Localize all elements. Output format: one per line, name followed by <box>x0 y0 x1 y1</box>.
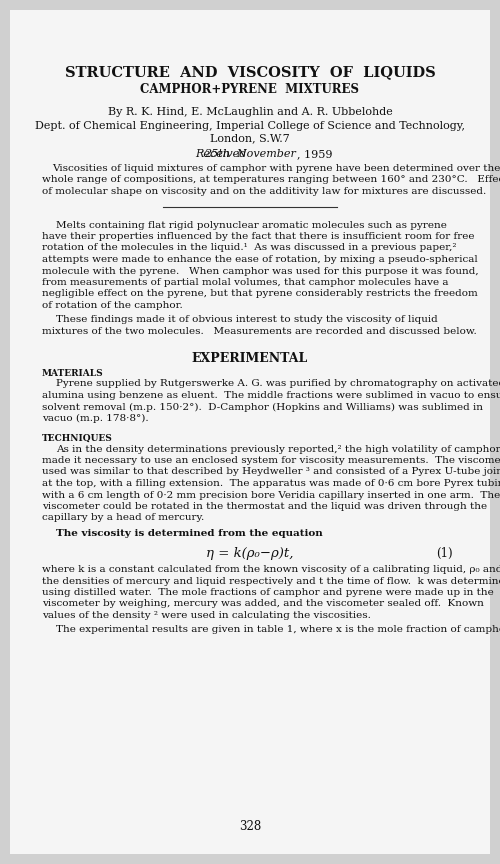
Text: These findings made it of obvious interest to study the viscosity of liquid: These findings made it of obvious intere… <box>56 315 438 325</box>
Text: from measurements of partial molal volumes, that camphor molecules have a: from measurements of partial molal volum… <box>42 278 448 287</box>
Text: As in the density determinations previously reported,² the high volatility of ca: As in the density determinations previou… <box>56 444 500 454</box>
Text: capillary by a head of mercury.: capillary by a head of mercury. <box>42 513 204 523</box>
Text: at the top, with a filling extension.  The apparatus was made of 0·6 cm bore Pyr: at the top, with a filling extension. Th… <box>42 479 500 488</box>
Text: , 1959: , 1959 <box>297 149 332 159</box>
Text: By R. K. Hind, E. McLaughlin and A. R. Ubbelohde: By R. K. Hind, E. McLaughlin and A. R. U… <box>108 107 393 117</box>
Text: The experimental results are given in table 1, where x is the mole fraction of c: The experimental results are given in ta… <box>56 626 500 634</box>
Text: of rotation of the camphor.: of rotation of the camphor. <box>42 301 183 310</box>
Text: EXPERIMENTAL: EXPERIMENTAL <box>192 353 308 365</box>
Text: viscometer could be rotated in the thermostat and the liquid was driven through : viscometer could be rotated in the therm… <box>42 502 487 511</box>
Text: used was similar to that described by Heydweller ³ and consisted of a Pyrex U-tu: used was similar to that described by He… <box>42 467 500 477</box>
Text: TECHNIQUES: TECHNIQUES <box>42 434 113 442</box>
Text: molecule with the pyrene.   When camphor was used for this purpose it was found,: molecule with the pyrene. When camphor w… <box>42 266 478 276</box>
Text: CAMPHOR+PYRENE  MIXTURES: CAMPHOR+PYRENE MIXTURES <box>140 83 360 96</box>
Text: η = k(ρ₀−ρ)t,: η = k(ρ₀−ρ)t, <box>206 547 294 560</box>
Text: Viscosities of liquid mixtures of camphor with pyrene have been determined over : Viscosities of liquid mixtures of campho… <box>52 164 500 173</box>
Text: Melts containing flat rigid polynuclear aromatic molecules such as pyrene: Melts containing flat rigid polynuclear … <box>56 220 447 230</box>
Text: STRUCTURE  AND  VISCOSITY  OF  LIQUIDS: STRUCTURE AND VISCOSITY OF LIQUIDS <box>64 65 436 79</box>
Text: whole range of compositions, at temperatures ranging between 160° and 230°C.   E: whole range of compositions, at temperat… <box>42 175 500 185</box>
Text: solvent removal (m.p. 150·2°).  D-Camphor (Hopkins and Williams) was sublimed in: solvent removal (m.p. 150·2°). D-Camphor… <box>42 403 483 411</box>
Text: rotation of the molecules in the liquid.¹  As was discussed in a previous paper,: rotation of the molecules in the liquid.… <box>42 244 457 252</box>
Text: of molecular shape on viscosity and on the additivity law for mixtures are discu: of molecular shape on viscosity and on t… <box>42 187 486 196</box>
Text: where k is a constant calculated from the known viscosity of a calibrating liqui: where k is a constant calculated from th… <box>42 565 500 574</box>
Text: attempts were made to enhance the ease of rotation, by mixing a pseudo-spherical: attempts were made to enhance the ease o… <box>42 255 478 264</box>
Text: Pyrene supplied by Rutgerswerke A. G. was purified by chromatography on activate: Pyrene supplied by Rutgerswerke A. G. wa… <box>56 379 500 389</box>
Text: with a 6 cm length of 0·2 mm precision bore Veridia capillary inserted in one ar: with a 6 cm length of 0·2 mm precision b… <box>42 491 500 499</box>
Text: negligible effect on the pyrene, but that pyrene considerably restricts the free: negligible effect on the pyrene, but tha… <box>42 289 478 298</box>
Text: mixtures of the two molecules.   Measurements are recorded and discussed below.: mixtures of the two molecules. Measureme… <box>42 327 477 336</box>
Text: have their properties influenced by the fact that there is insufficient room for: have their properties influenced by the … <box>42 232 474 241</box>
Text: The viscosity is determined from the equation: The viscosity is determined from the equ… <box>56 529 323 538</box>
Text: MATERIALS: MATERIALS <box>42 369 104 378</box>
Text: (1): (1) <box>436 547 453 560</box>
Text: vacuo (m.p. 178·8°).: vacuo (m.p. 178·8°). <box>42 414 148 423</box>
Text: London, S.W.7: London, S.W.7 <box>210 133 290 143</box>
Text: alumina using benzene as eluent.  The middle fractions were sublimed in vacuo to: alumina using benzene as eluent. The mid… <box>42 391 500 400</box>
Text: using distilled water.  The mole fractions of camphor and pyrene were made up in: using distilled water. The mole fraction… <box>42 588 494 597</box>
Text: 328: 328 <box>239 820 261 833</box>
Text: Received: Received <box>195 149 250 159</box>
Text: the densities of mercury and liquid respectively and t the time of flow.  k was : the densities of mercury and liquid resp… <box>42 576 500 586</box>
Text: made it necessary to use an enclosed system for viscosity measurements.  The vis: made it necessary to use an enclosed sys… <box>42 456 500 465</box>
Text: viscometer by weighing, mercury was added, and the viscometer sealed off.  Known: viscometer by weighing, mercury was adde… <box>42 600 484 608</box>
Text: 25th  November: 25th November <box>204 149 296 159</box>
Text: Dept. of Chemical Engineering, Imperial College of Science and Technology,: Dept. of Chemical Engineering, Imperial … <box>35 121 465 131</box>
Text: values of the density ² were used in calculating the viscosities.: values of the density ² were used in cal… <box>42 611 371 620</box>
